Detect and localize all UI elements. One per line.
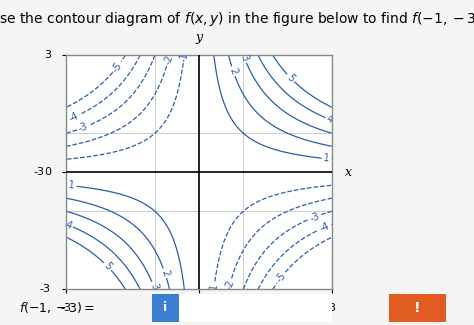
- Text: 3: 3: [44, 50, 51, 60]
- Text: 3: 3: [238, 53, 250, 63]
- Bar: [152, 294, 179, 322]
- Text: 2: 2: [159, 269, 171, 278]
- Bar: [179, 294, 332, 322]
- Text: Use the contour diagram of $f(x, y)$ in the figure below to find $f(-1, -3)$.: Use the contour diagram of $f(x, y)$ in …: [0, 10, 474, 28]
- Text: 4: 4: [325, 114, 335, 125]
- Text: -1: -1: [209, 283, 219, 293]
- Text: -1: -1: [179, 51, 190, 62]
- Text: 3: 3: [148, 282, 160, 291]
- Text: i: i: [163, 302, 167, 315]
- Text: 0: 0: [44, 167, 51, 177]
- Text: -3: -3: [40, 284, 51, 294]
- Text: -4: -4: [67, 111, 80, 124]
- Text: 2: 2: [228, 67, 239, 76]
- Text: -2: -2: [163, 54, 174, 66]
- Text: -4: -4: [319, 221, 331, 234]
- Text: x: x: [345, 166, 352, 179]
- Text: 5: 5: [102, 261, 113, 272]
- Text: !: !: [414, 301, 420, 315]
- Text: 1: 1: [68, 180, 75, 191]
- Text: -3: -3: [33, 167, 44, 177]
- Text: -5: -5: [110, 60, 124, 74]
- Text: -5: -5: [274, 271, 288, 284]
- Text: -3: -3: [309, 211, 321, 223]
- Text: 3: 3: [328, 303, 335, 313]
- Text: -3: -3: [77, 121, 90, 134]
- Text: $f(-1, -3) =$: $f(-1, -3) =$: [19, 300, 95, 315]
- Text: 4: 4: [64, 219, 73, 231]
- Text: -2: -2: [224, 279, 236, 291]
- Text: -3: -3: [61, 303, 72, 313]
- Text: 5: 5: [285, 72, 296, 84]
- Text: y: y: [195, 31, 203, 44]
- Text: 1: 1: [323, 153, 330, 164]
- Text: 0: 0: [196, 303, 202, 313]
